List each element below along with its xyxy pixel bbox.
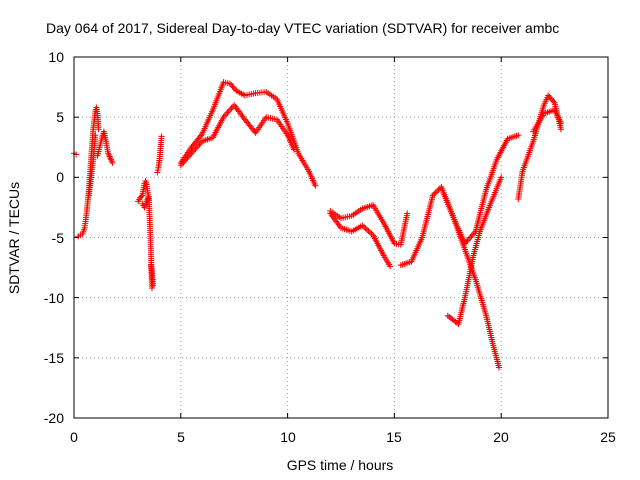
series-late-up: [444, 174, 505, 328]
series-early-d: [94, 128, 116, 166]
series-final-b: [530, 106, 565, 135]
data-point: [227, 106, 234, 113]
series-mid-upper: [177, 79, 319, 189]
data-point: [435, 186, 442, 193]
data-point: [468, 232, 475, 239]
x-tick-label: 10: [280, 429, 296, 445]
data-point: [150, 282, 157, 289]
data-point: [431, 190, 438, 197]
series-h3-c: [147, 262, 157, 289]
data-point: [228, 81, 235, 88]
data-point: [434, 188, 441, 195]
axis-ticks: [73, 56, 609, 419]
y-tick-label: 10: [48, 49, 64, 65]
data-point: [550, 98, 557, 105]
series-h4: [154, 133, 165, 176]
data-points: [71, 79, 565, 371]
y-tick-label: -10: [44, 290, 64, 306]
series-early-b: [75, 104, 102, 240]
y-tick-label: -15: [44, 350, 64, 366]
data-point: [404, 210, 411, 217]
data-point: [365, 227, 372, 234]
chart-title: Day 064 of 2017, Sidereal Day-to-day VTE…: [46, 20, 559, 36]
y-tick-label: -5: [52, 230, 65, 246]
data-point: [387, 263, 394, 270]
series-early-a: [71, 150, 80, 158]
data-point: [558, 126, 565, 133]
series-evening-down: [440, 189, 503, 371]
data-point: [465, 236, 472, 243]
data-point: [558, 120, 565, 127]
data-point: [179, 160, 186, 167]
data-point: [291, 146, 298, 153]
data-point: [224, 109, 231, 116]
data-point: [230, 84, 237, 91]
y-tick-label: -20: [44, 410, 64, 426]
data-point: [226, 80, 233, 87]
x-axis-label: GPS time / hours: [287, 457, 394, 473]
x-tick-label: 5: [177, 429, 185, 445]
data-point: [498, 174, 505, 181]
x-tick-label: 20: [493, 429, 509, 445]
data-point: [197, 132, 204, 139]
data-point: [223, 111, 230, 118]
data-point: [515, 132, 522, 139]
data-point: [312, 182, 319, 189]
x-tick-label: 15: [386, 429, 402, 445]
y-tick-label: 5: [56, 109, 64, 125]
data-point: [95, 126, 102, 133]
series-final: [515, 92, 565, 202]
series-mid-lower: [177, 102, 298, 169]
series-trough-lower: [327, 210, 394, 270]
data-point: [229, 83, 236, 90]
data-point: [429, 192, 436, 199]
data-point: [547, 95, 554, 102]
data-point: [180, 159, 187, 166]
data-point: [546, 93, 553, 100]
data-point: [545, 92, 552, 99]
data-point: [360, 223, 367, 230]
data-point: [432, 189, 439, 196]
grid-lines: [74, 57, 608, 418]
data-point: [549, 96, 556, 103]
data-point: [109, 159, 116, 166]
series-evening-up: [397, 132, 522, 269]
data-point: [92, 132, 99, 139]
data-point: [225, 108, 232, 115]
x-tick-labels: 0 5 10 15 20 25: [70, 429, 616, 445]
y-axis-label: SDTVAR / TECUs: [6, 182, 22, 294]
data-point: [464, 237, 471, 244]
data-point: [366, 229, 373, 236]
data-point: [138, 193, 145, 200]
x-tick-label: 25: [600, 429, 616, 445]
series-h3-a: [135, 177, 152, 205]
data-point: [496, 364, 503, 371]
y-tick-labels: -20 -15 -10 -5 0 5 10: [44, 49, 64, 426]
data-point: [363, 226, 370, 233]
data-point: [469, 231, 476, 238]
y-tick-label: 0: [56, 169, 64, 185]
data-point: [158, 133, 165, 140]
data-point: [467, 234, 474, 241]
series-early-c: [85, 132, 99, 199]
x-tick-label: 0: [70, 429, 78, 445]
data-point: [191, 147, 198, 154]
